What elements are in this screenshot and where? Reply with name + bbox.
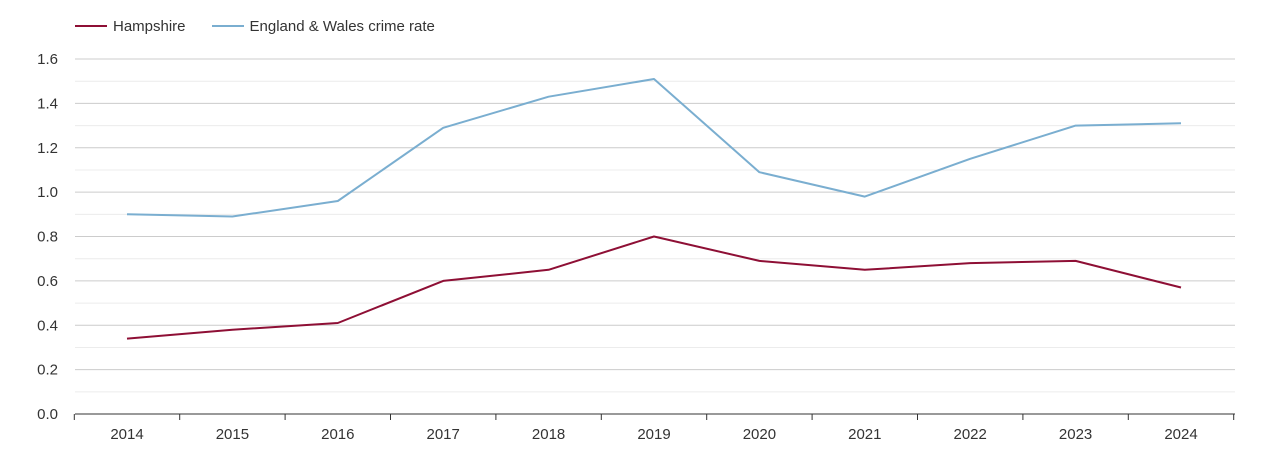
legend-label-hampshire: Hampshire — [113, 17, 186, 35]
y-tick-label: 1.4 — [37, 95, 58, 112]
x-tick-label: 2015 — [216, 426, 249, 443]
legend-item-england-wales[interactable]: England & Wales crime rate — [211, 17, 435, 35]
x-tick-label: 2019 — [637, 426, 670, 443]
data-point[interactable] — [1072, 257, 1080, 265]
y-tick-label: 0.0 — [37, 406, 58, 423]
data-point[interactable] — [966, 259, 974, 267]
x-tick-label: 2021 — [848, 426, 881, 443]
data-point[interactable] — [334, 197, 342, 205]
data-point[interactable] — [1177, 284, 1185, 292]
x-tick-label: 2014 — [110, 426, 143, 443]
x-tick-label: 2024 — [1164, 426, 1197, 443]
data-point[interactable] — [861, 193, 869, 201]
legend: Hampshire England & Wales crime rate — [75, 14, 461, 38]
legend-item-hampshire[interactable]: Hampshire — [75, 18, 186, 35]
series-lines — [123, 75, 1185, 343]
y-tick-label: 1.2 — [37, 140, 58, 157]
data-point[interactable] — [334, 319, 342, 327]
data-point[interactable] — [439, 124, 447, 132]
data-point[interactable] — [123, 335, 131, 343]
y-tick-label: 0.6 — [37, 273, 58, 290]
data-point[interactable] — [123, 210, 131, 218]
x-tick-label: 2017 — [427, 426, 460, 443]
data-point[interactable] — [861, 266, 869, 274]
data-point[interactable] — [755, 257, 763, 265]
series-line-hampshire[interactable] — [126, 235, 1182, 340]
x-tick-label: 2016 — [321, 426, 354, 443]
data-point[interactable] — [228, 326, 236, 334]
y-tick-label: 0.4 — [37, 317, 58, 334]
gridlines — [75, 58, 1235, 393]
y-tick-label: 0.2 — [37, 362, 58, 379]
x-tick-label: 2022 — [954, 426, 987, 443]
data-point[interactable] — [755, 168, 763, 176]
data-point[interactable] — [545, 266, 553, 274]
x-tick-label: 2023 — [1059, 426, 1092, 443]
data-point[interactable] — [650, 233, 658, 241]
x-tick-label: 2020 — [743, 426, 776, 443]
legend-swatch-england-wales — [211, 25, 244, 27]
legend-label-england-wales: England & Wales crime rate — [249, 17, 435, 35]
data-point[interactable] — [1072, 122, 1080, 130]
y-tick-label: 1.0 — [37, 184, 58, 201]
x-tick-label: 2018 — [532, 426, 565, 443]
legend-swatch-hampshire — [75, 25, 107, 27]
data-point[interactable] — [439, 277, 447, 285]
axes: 0.0 0.2 0.4 0.6 0.8 1.0 1.2 1.4 1.6 2014 2015 2016 2… — [37, 51, 1235, 443]
series-line-england-wales-crime-rate[interactable] — [126, 78, 1182, 218]
y-tick-label: 1.6 — [37, 51, 58, 68]
data-point[interactable] — [228, 213, 236, 221]
data-point[interactable] — [650, 75, 658, 83]
data-point[interactable] — [966, 155, 974, 163]
data-point[interactable] — [545, 93, 553, 101]
data-point[interactable] — [1177, 119, 1185, 127]
y-tick-label: 0.8 — [37, 229, 58, 246]
